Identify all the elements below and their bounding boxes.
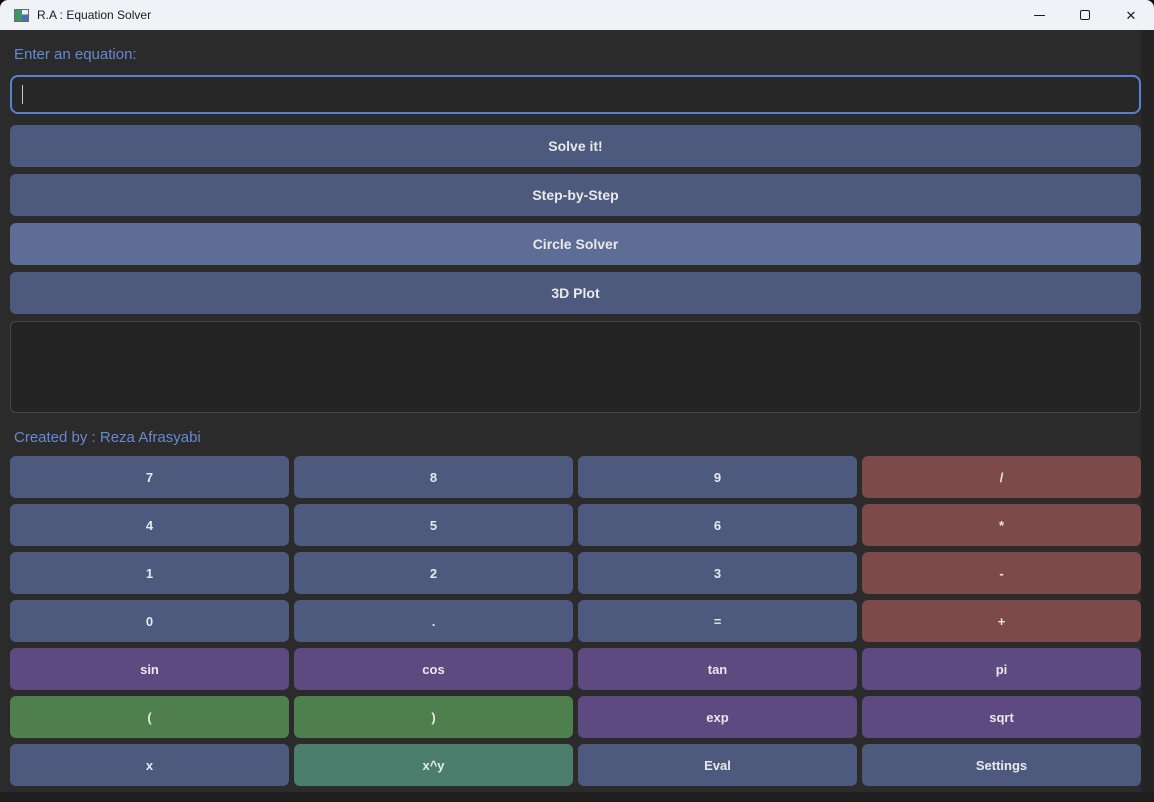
solve-button[interactable]: Solve it! [10, 125, 1141, 167]
maximize-button[interactable] [1062, 0, 1108, 30]
app-icon-green-part [15, 9, 23, 21]
key-sin[interactable]: sin [10, 648, 289, 690]
close-button[interactable]: ✕ [1108, 0, 1154, 30]
key-0[interactable]: 0 [10, 600, 289, 642]
key-7[interactable]: 7 [10, 456, 289, 498]
step-by-step-button[interactable]: Step-by-Step [10, 174, 1141, 216]
app-icon-blue-part [22, 9, 28, 21]
equation-label: Enter an equation: [14, 46, 137, 63]
key-4[interactable]: 4 [10, 504, 289, 546]
key-3[interactable]: 3 [578, 552, 857, 594]
key-eval[interactable]: Eval [578, 744, 857, 786]
app-icon [14, 8, 29, 22]
key-sqrt[interactable]: sqrt [862, 696, 1141, 738]
key-tan[interactable]: tan [578, 648, 857, 690]
circle-solver-button[interactable]: Circle Solver [10, 223, 1141, 265]
key-5[interactable]: 5 [294, 504, 573, 546]
titlebar: R.A : Equation Solver ✕ [0, 0, 1154, 30]
key-open-paren[interactable]: ( [10, 696, 289, 738]
key-x[interactable]: x [10, 744, 289, 786]
key-6[interactable]: 6 [578, 504, 857, 546]
close-icon: ✕ [1125, 7, 1137, 23]
window-edge-bottom [0, 792, 1154, 802]
key-exp[interactable]: exp [578, 696, 857, 738]
result-output-area[interactable] [10, 321, 1141, 413]
key-multiply[interactable]: * [862, 504, 1141, 546]
key-cos[interactable]: cos [294, 648, 573, 690]
keypad: 7 8 9 / 4 5 6 * 1 2 3 - 0 . = + sin cos … [10, 456, 1141, 786]
equation-input[interactable] [10, 75, 1141, 114]
titlebar-left: R.A : Equation Solver [0, 8, 1016, 22]
key-decimal[interactable]: . [294, 600, 573, 642]
text-cursor [22, 85, 23, 104]
main-content: Enter an equation: Solve it! Step-by-Ste… [0, 30, 1154, 786]
window-controls: ✕ [1016, 0, 1154, 30]
equation-input-wrap [10, 75, 1141, 114]
key-equals[interactable]: = [578, 600, 857, 642]
key-divide[interactable]: / [862, 456, 1141, 498]
plot-3d-button[interactable]: 3D Plot [10, 272, 1141, 314]
key-2[interactable]: 2 [294, 552, 573, 594]
key-pi[interactable]: pi [862, 648, 1141, 690]
window-title: R.A : Equation Solver [37, 8, 152, 22]
minimize-button[interactable] [1016, 0, 1062, 30]
key-1[interactable]: 1 [10, 552, 289, 594]
key-close-paren[interactable]: ) [294, 696, 573, 738]
credit-text: Created by : Reza Afrasyabi [14, 429, 201, 446]
key-settings[interactable]: Settings [862, 744, 1141, 786]
minimize-icon [1033, 14, 1045, 16]
key-8[interactable]: 8 [294, 456, 573, 498]
key-add[interactable]: + [862, 600, 1141, 642]
maximize-icon [1080, 10, 1090, 20]
key-9[interactable]: 9 [578, 456, 857, 498]
key-subtract[interactable]: - [862, 552, 1141, 594]
key-x-power-y[interactable]: x^y [294, 744, 573, 786]
